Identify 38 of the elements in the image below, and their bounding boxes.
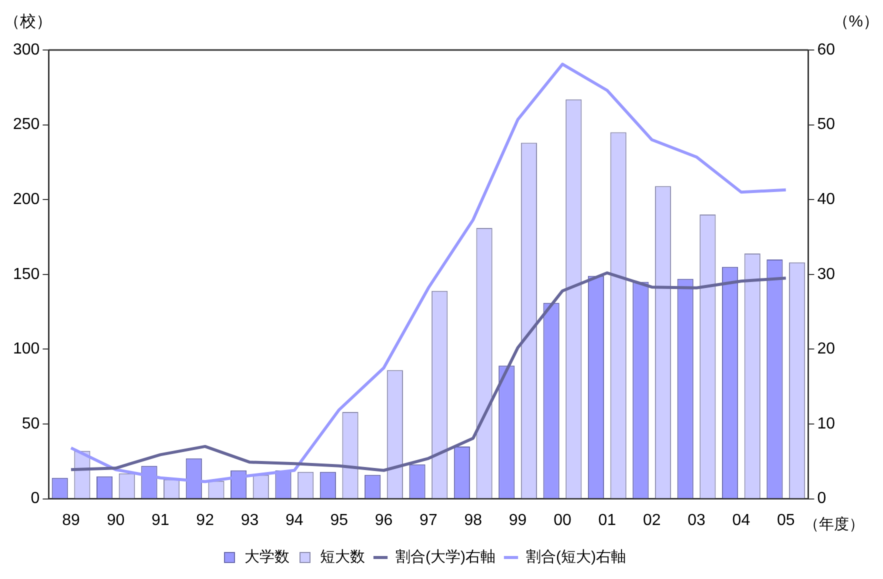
x-tick-label: 90: [106, 512, 125, 529]
y2-tick-label: 10: [817, 415, 836, 432]
x-axis-title: （年度）: [804, 516, 864, 533]
y2-tick-label: 30: [817, 266, 836, 283]
x-tick-label: 98: [464, 512, 482, 529]
y2-tick-label: 40: [817, 191, 836, 208]
y-tick-label: 50: [22, 415, 40, 432]
y2-axis-title: （%）: [832, 13, 879, 30]
x-tick-label: 00: [554, 512, 572, 529]
legend-label: 大学数: [244, 548, 290, 566]
x-tick-label: 04: [732, 512, 750, 529]
y-tick-label: 150: [12, 266, 40, 283]
x-tick-label: 93: [240, 512, 259, 529]
x-tick-label: 97: [420, 512, 438, 529]
y2-tick-label: 0: [817, 490, 826, 508]
y2-tick-label: 50: [817, 116, 836, 134]
x-tick-label: 01: [598, 512, 616, 529]
y-tick-label: 200: [12, 191, 40, 208]
y2-tick-label: 60: [817, 41, 836, 58]
x-tick-label: 92: [196, 512, 214, 529]
y-tick-label: 300: [12, 41, 40, 58]
x-tick-label: 89: [62, 512, 80, 529]
x-tick-label: 96: [374, 512, 393, 529]
y-axis-title: （校）: [4, 12, 52, 30]
legend-label: 短大数: [320, 548, 366, 566]
legend-label: 割合(大学)右軸: [396, 548, 496, 566]
y2-tick-label: 20: [817, 340, 836, 358]
x-tick-label: 02: [642, 512, 661, 529]
x-tick-label: 95: [330, 512, 348, 529]
y-tick-label: 100: [12, 340, 40, 358]
y-tick-label: 250: [12, 116, 40, 134]
x-tick-label: 94: [286, 512, 304, 529]
x-tick-label: 03: [688, 512, 706, 529]
x-tick-label: 05: [776, 512, 795, 529]
x-tick-label: 91: [151, 512, 170, 529]
x-tick-label: 99: [508, 512, 527, 529]
legend-label: 割合(短大)右軸: [526, 548, 626, 566]
y-tick-label: 0: [30, 490, 40, 508]
